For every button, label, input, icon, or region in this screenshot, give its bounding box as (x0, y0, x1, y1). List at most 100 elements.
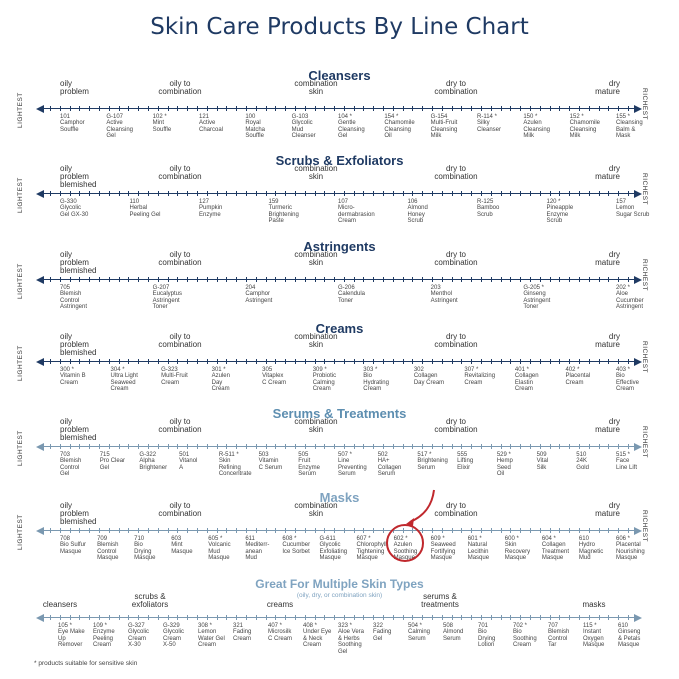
section-1-tick (500, 191, 502, 196)
multi-tick (451, 615, 453, 620)
section-3-tick (196, 359, 198, 364)
section-1-tick (147, 191, 149, 196)
section-1-tick (59, 191, 61, 196)
section-4-product: 509 Vital Silk (536, 452, 549, 471)
section-5-tick (579, 528, 581, 533)
section-4-arrow-right-icon (634, 442, 642, 451)
multi-product: 321 Fading Cream (233, 623, 252, 642)
multi-arrow-left-icon (36, 613, 44, 622)
multi-tick (255, 615, 257, 620)
section-2-tick (304, 277, 306, 282)
section-0-zone-label: dry mature (595, 79, 620, 96)
section-2-tick (157, 277, 159, 282)
multi-tick (392, 615, 394, 620)
section-5-tick (481, 528, 483, 533)
multi-tick (343, 615, 345, 620)
section-3-title: Creams (315, 321, 364, 336)
section-0-tick (588, 106, 590, 111)
section-4-tick (206, 444, 208, 449)
section-4-tick (618, 444, 620, 449)
section-3-product: 302 Collagen Day Cream (413, 367, 445, 386)
multi-zone-label: masks (582, 600, 606, 609)
section-0-tick (520, 106, 522, 111)
section-4-tick (363, 444, 365, 449)
section-0-tick (383, 106, 385, 111)
section-2-product: G-205 * Ginseng Astringent Toner (523, 285, 551, 311)
section-3-tick (383, 359, 385, 364)
section-0-zone-label: oily to combination (158, 79, 202, 96)
section-4-tick (118, 444, 120, 449)
section-0-product: 100 Royal Matcha Souffle (245, 114, 266, 140)
section-0-tick (373, 106, 375, 111)
section-1-tick (245, 191, 247, 196)
section-4-product: 502 HA+ Collagen Serum (377, 452, 402, 478)
section-4-title: Serums & Treatments (272, 406, 407, 421)
section-3-zone-label: combination skin (294, 332, 338, 349)
section-5-product: 609 * Seaweed Fortifying Masque (430, 536, 456, 562)
section-1-tick (304, 191, 306, 196)
section-5-tick (490, 528, 492, 533)
section-1-tick (402, 191, 404, 196)
multi-product: 323 * Aloe Vera & Herbs Soothing Gel (338, 623, 365, 655)
section-0-zone-label: dry to combination (434, 79, 478, 96)
section-0-tick (402, 106, 404, 111)
section-4-tick (147, 444, 149, 449)
section-1-tick (461, 191, 463, 196)
multi-tick (167, 615, 169, 620)
multi-tick (118, 615, 120, 620)
section-4-tick (334, 444, 336, 449)
multi-tick (108, 615, 110, 620)
section-5-zone-label: dry to combination (434, 501, 478, 518)
section-4-tick (343, 444, 345, 449)
section-4-tick (177, 444, 179, 449)
section-2-tick (216, 277, 218, 282)
multi-tick (530, 615, 532, 620)
section-0-tick (304, 106, 306, 111)
section-2-tick (628, 277, 629, 282)
multi-product: 707 Blemish Control Tar (548, 623, 570, 649)
section-0-tick (363, 106, 365, 111)
section-0-tick (265, 106, 267, 111)
multi-tick (236, 615, 238, 620)
section-1-tick (569, 191, 571, 196)
section-1-tick (353, 191, 355, 196)
section-3-tick (539, 359, 541, 364)
section-1-tick (108, 191, 110, 196)
section-1-product: 157 Lemon Sugar Scrub (616, 199, 650, 218)
section-5-tick (569, 528, 571, 533)
multi-tick (539, 615, 541, 620)
section-0-tick (451, 106, 453, 111)
section-2-tick (69, 277, 71, 282)
section-0-tick (236, 106, 238, 111)
multi-tick (59, 615, 61, 620)
multi-product: 610 Ginseng & Petals Masque (618, 623, 641, 649)
section-0-tick (569, 106, 571, 111)
section-1-tick (334, 191, 336, 196)
multi-tick (628, 615, 629, 620)
section-5-tick (539, 528, 541, 533)
section-1-tick (598, 191, 600, 196)
section-0-tick (549, 106, 551, 111)
section-1-product: 110 Herbal Peeling Gel (129, 199, 161, 218)
section-1-tick (128, 191, 130, 196)
section-4-tick (481, 444, 483, 449)
section-1-tick (216, 191, 218, 196)
section-5-tick (432, 528, 434, 533)
section-3-tick (510, 359, 512, 364)
section-3-tick (432, 359, 434, 364)
section-3-tick (216, 359, 218, 364)
multi-product: 105 * Eye Make Up Remover (58, 623, 85, 649)
multi-tick (265, 615, 267, 620)
section-4-tick (569, 444, 571, 449)
section-5-tick (559, 528, 561, 533)
section-5-product: 603 Mint Masque (171, 536, 193, 555)
section-0-tick (432, 106, 434, 111)
section-0-lightest-label: LIGHTEST (17, 92, 24, 128)
section-3-tick (471, 359, 473, 364)
section-1-title: Scrubs & Exfoliators (275, 153, 404, 168)
section-4-tick (628, 444, 629, 449)
section-5-tick (177, 528, 179, 533)
section-1-arrow-left-icon (36, 189, 44, 198)
section-2-tick (108, 277, 110, 282)
multi-tick (353, 615, 355, 620)
